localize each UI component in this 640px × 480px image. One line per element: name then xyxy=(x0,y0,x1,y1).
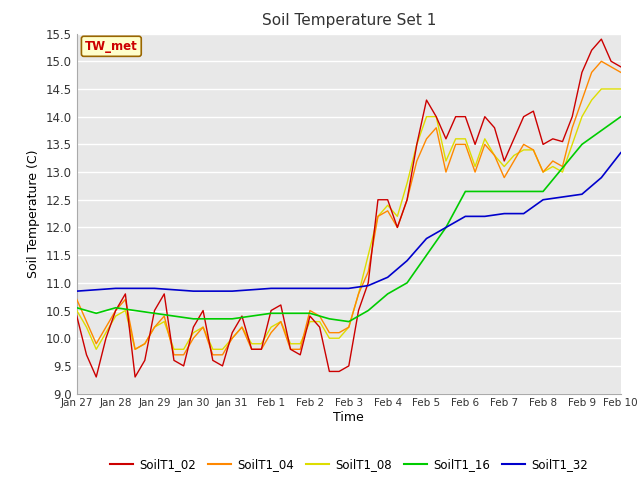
Title: Soil Temperature Set 1: Soil Temperature Set 1 xyxy=(262,13,436,28)
Text: TW_met: TW_met xyxy=(85,40,138,53)
Legend: SoilT1_02, SoilT1_04, SoilT1_08, SoilT1_16, SoilT1_32: SoilT1_02, SoilT1_04, SoilT1_08, SoilT1_… xyxy=(105,454,593,476)
Y-axis label: Soil Temperature (C): Soil Temperature (C) xyxy=(28,149,40,278)
X-axis label: Time: Time xyxy=(333,411,364,424)
